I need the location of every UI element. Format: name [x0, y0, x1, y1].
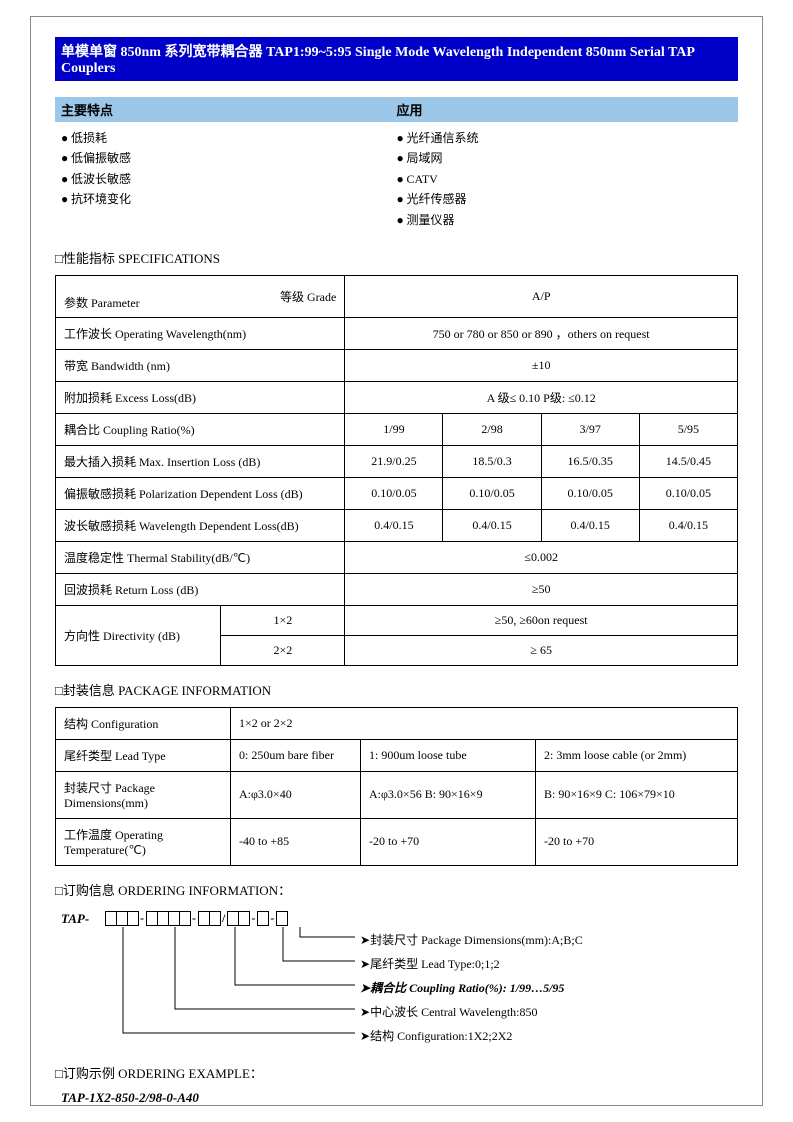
feature-item: ●低波长敏感: [61, 169, 397, 189]
feature-item: ●光纤传感器: [397, 189, 733, 209]
feature-item: ●低偏振敏感: [61, 148, 397, 168]
spec-value: A 级≤ 0.10 P级: ≤0.12: [345, 381, 738, 413]
pkg-value: 0: 250um bare fiber: [231, 739, 361, 771]
features-right-list: ●光纤通信系统 ●局域网 ●CATV ●光纤传感器 ●测量仪器: [397, 128, 733, 230]
feature-item: ●低损耗: [61, 128, 397, 148]
spec-label: 回波损耗 Return Loss (dB): [56, 573, 345, 605]
spec-label: 带宽 Bandwidth (nm): [56, 349, 345, 381]
feature-item: ●CATV: [397, 169, 733, 189]
spec-label: 波长敏感损耗 Wavelength Dependent Loss(dB): [56, 509, 345, 541]
pkg-value: -20 to +70: [361, 818, 536, 865]
pkg-value: 2: 3mm loose cable (or 2mm): [536, 739, 738, 771]
spec-value: ≥50, ≥60on request: [345, 605, 738, 635]
spec-cell: 21.9/0.25: [345, 445, 443, 477]
spec-cell: 0.4/0.15: [345, 509, 443, 541]
features-header-right: 应用: [397, 100, 733, 119]
order-label: ➤封装尺寸 Package Dimensions(mm):A;B;C: [360, 931, 583, 948]
spec-label: 最大插入损耗 Max. Insertion Loss (dB): [56, 445, 345, 477]
order-boxes: - - / - -: [105, 911, 287, 926]
spec-cell: 1/99: [345, 413, 443, 445]
param-label: 参数 Parameter: [64, 294, 140, 311]
spec-value: ±10: [345, 349, 738, 381]
example-section-title: □订购示例 ORDERING EXAMPLE：: [55, 1063, 738, 1082]
pkg-value: 1: 900um loose tube: [361, 739, 536, 771]
pkg-value: A:φ3.0×56 B: 90×16×9: [361, 771, 536, 818]
spec-label: 温度稳定性 Thermal Stability(dB/℃): [56, 541, 345, 573]
spec-label: 偏振敏感损耗 Polarization Dependent Loss (dB): [56, 477, 345, 509]
feature-item: ●抗环境变化: [61, 189, 397, 209]
spec-cell: 0.4/0.15: [443, 509, 541, 541]
spec-table: 等级 Grade 参数 Parameter A/P 工作波长 Operating…: [55, 275, 738, 666]
order-label: ➤尾纤类型 Lead Type:0;1;2: [360, 955, 500, 972]
order-branch-lines: [105, 927, 365, 1047]
grade-value: A/P: [345, 275, 738, 317]
spec-cell: 0.4/0.15: [541, 509, 639, 541]
spec-sublabel: 2×2: [221, 635, 345, 665]
spec-label: 耦合比 Coupling Ratio(%): [56, 413, 345, 445]
spec-cell: 16.5/0.35: [541, 445, 639, 477]
example-value: TAP-1X2-850-2/98-0-A40: [55, 1090, 738, 1106]
spec-value: ≥50: [345, 573, 738, 605]
spec-section-title: □性能指标 SPECIFICATIONS: [55, 248, 738, 267]
spec-label: 附加损耗 Excess Loss(dB): [56, 381, 345, 413]
title-bar: 单模单窗 850nm 系列宽带耦合器 TAP1:99~5:95 Single M…: [55, 37, 738, 81]
spec-cell: 0.4/0.15: [639, 509, 737, 541]
features-header: 主要特点 应用: [55, 97, 738, 122]
pkg-section-title: □封装信息 PACKAGE INFORMATION: [55, 680, 738, 699]
pkg-table: 结构 Configuration1×2 or 2×2 尾纤类型 Lead Typ…: [55, 707, 738, 866]
feature-item: ●测量仪器: [397, 210, 733, 230]
spec-cell: 18.5/0.3: [443, 445, 541, 477]
spec-cell: 0.10/0.05: [639, 477, 737, 509]
pkg-value: 1×2 or 2×2: [231, 707, 738, 739]
spec-label: 方向性 Directivity (dB): [56, 605, 221, 665]
pkg-value: B: 90×16×9 C: 106×79×10: [536, 771, 738, 818]
pkg-label: 工作温度 Operating Temperature(℃): [56, 818, 231, 865]
spec-value: ≤0.002: [345, 541, 738, 573]
spec-cell: 3/97: [541, 413, 639, 445]
pkg-label: 封装尺寸 Package Dimensions(mm): [56, 771, 231, 818]
spec-cell: 0.10/0.05: [443, 477, 541, 509]
spec-cell: 0.10/0.05: [541, 477, 639, 509]
spec-value: ≥ 65: [345, 635, 738, 665]
order-section-title: □订购信息 ORDERING INFORMATION：: [55, 880, 738, 899]
order-prefix: TAP-: [61, 911, 89, 927]
page-frame: 单模单窗 850nm 系列宽带耦合器 TAP1:99~5:95 Single M…: [30, 16, 763, 1106]
pkg-value: A:φ3.0×40: [231, 771, 361, 818]
order-label: ➤结构 Configuration:1X2;2X2: [360, 1027, 512, 1044]
spec-sublabel: 1×2: [221, 605, 345, 635]
features-body: ●低损耗 ●低偏振敏感 ●低波长敏感 ●抗环境变化 ●光纤通信系统 ●局域网 ●…: [55, 122, 738, 234]
order-label: ➤中心波长 Central Wavelength:850: [360, 1003, 538, 1020]
spec-value: 750 or 780 or 850 or 890 ，others on requ…: [345, 317, 738, 349]
feature-item: ●光纤通信系统: [397, 128, 733, 148]
features-left-list: ●低损耗 ●低偏振敏感 ●低波长敏感 ●抗环境变化: [61, 128, 397, 230]
spec-cell: 2/98: [443, 413, 541, 445]
features-header-left: 主要特点: [61, 100, 397, 119]
spec-cell: 14.5/0.45: [639, 445, 737, 477]
spec-cell: 5/95: [639, 413, 737, 445]
pkg-label: 尾纤类型 Lead Type: [56, 739, 231, 771]
pkg-label: 结构 Configuration: [56, 707, 231, 739]
ordering-diagram: TAP- - - / - - ➤封装尺寸 Package Dimensions(…: [55, 909, 738, 1049]
spec-cell: 0.10/0.05: [345, 477, 443, 509]
order-label: ➤耦合比 Coupling Ratio(%): 1/99…5/95: [360, 979, 564, 996]
pkg-value: -20 to +70: [536, 818, 738, 865]
feature-item: ●局域网: [397, 148, 733, 168]
spec-label: 工作波长 Operating Wavelength(nm): [56, 317, 345, 349]
pkg-value: -40 to +85: [231, 818, 361, 865]
